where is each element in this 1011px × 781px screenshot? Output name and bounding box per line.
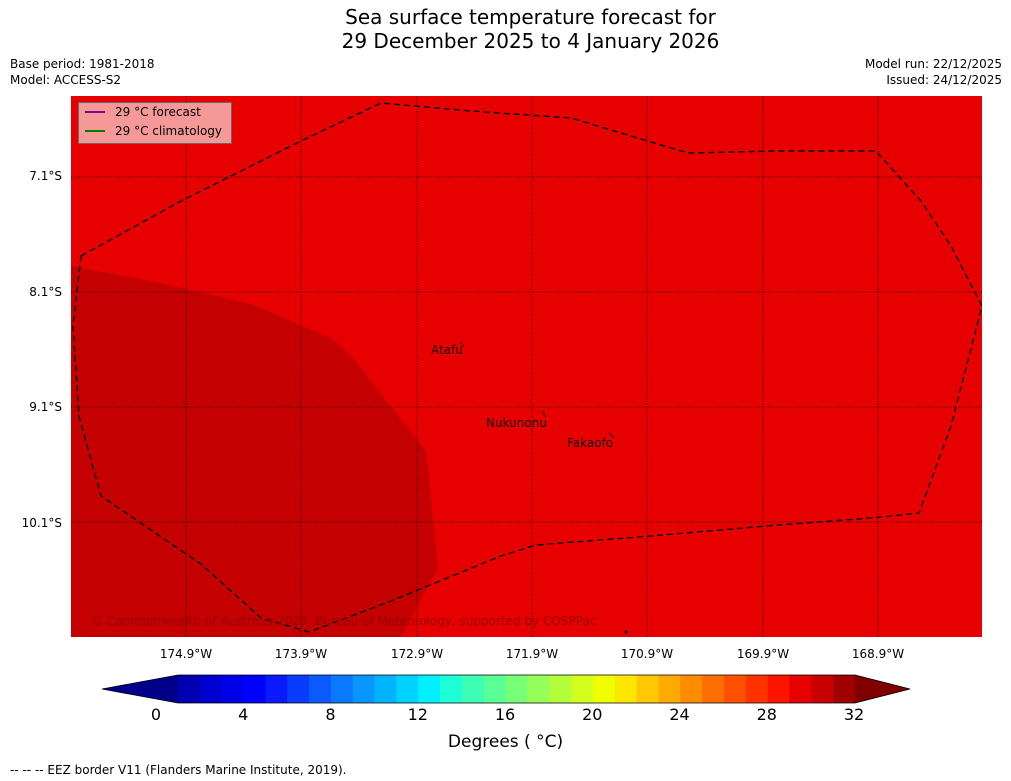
colorbar-segment <box>811 675 834 703</box>
legend-forecast: 29 °C forecast <box>85 104 201 120</box>
place-atafu: Atafu <box>431 343 463 357</box>
forecast-line-swatch <box>85 111 105 113</box>
colorbar-segment <box>745 675 768 703</box>
colorbar-segment <box>614 675 637 703</box>
lat-label-2: 8.1°S <box>29 285 62 299</box>
colorbar-tick: 12 <box>407 705 428 724</box>
colorbar-tick: 24 <box>669 705 690 724</box>
lon-label-1: 174.9°W <box>159 647 213 661</box>
lon-label-4: 171.9°W <box>505 647 559 661</box>
colorbar-tick: 4 <box>238 705 249 724</box>
meta-left: Base period: 1981-2018 Model: ACCESS-S2 <box>10 56 155 88</box>
nukunonu-mark <box>542 410 546 418</box>
lon-label-6: 169.9°W <box>736 647 790 661</box>
map-title: Sea surface temperature forecast for 29 … <box>0 5 1011 53</box>
colorbar-segment <box>592 675 616 703</box>
model-run: Model run: 22/12/2025 <box>864 57 1002 71</box>
issued-date: Issued: 24/12/2025 <box>886 73 1002 87</box>
copyright-notice: © Commonwealth of Australia 2025, Bureau… <box>91 614 597 628</box>
sst-warmer-region <box>71 266 438 637</box>
colorbar-segment <box>243 675 266 703</box>
climatology-line-swatch <box>85 130 105 132</box>
place-fakaofo: Fakaofo <box>567 436 614 450</box>
colorbar-max-extend <box>855 675 910 703</box>
colorbar-tick: 20 <box>582 705 603 724</box>
colorbar-segment <box>178 675 201 703</box>
lon-label-5: 170.9°W <box>620 647 674 661</box>
atafu-mark <box>459 341 465 348</box>
colorbar-segment <box>330 675 354 703</box>
colorbar <box>101 674 911 704</box>
colorbar-segment <box>527 675 550 703</box>
map-panel[interactable]: Atafu Nukunonu Fakaofo © Commonwealth of… <box>71 96 982 637</box>
colorbar-segment <box>702 675 725 703</box>
colorbar-segment <box>571 675 594 703</box>
colorbar-tick: 16 <box>494 705 516 724</box>
colorbar-segment <box>461 675 485 703</box>
colorbar-segment <box>549 675 572 703</box>
lat-label-1: 7.1°S <box>29 169 62 183</box>
colorbar-segment <box>789 675 812 703</box>
lon-label-2: 173.9°W <box>274 647 328 661</box>
colorbar-segment <box>723 675 747 703</box>
colorbar-segment <box>680 675 703 703</box>
lat-label-4: 10.1°S <box>21 516 62 530</box>
lon-label-3: 172.9°W <box>390 647 444 661</box>
colorbar-segment <box>505 675 528 703</box>
island-marks <box>459 341 628 634</box>
base-period: Base period: 1981-2018 <box>10 57 155 71</box>
sst-map <box>71 96 982 637</box>
legend-forecast-label: 29 °C forecast <box>115 105 201 119</box>
meta-right: Model run: 22/12/2025 Issued: 24/12/2025 <box>865 56 1002 88</box>
colorbar-tick: 28 <box>756 705 777 724</box>
colorbar-label: Degrees ( °C) <box>447 732 564 752</box>
colorbar-segment <box>833 675 856 703</box>
colorbar-segment <box>199 675 222 703</box>
colorbar-tick: 8 <box>325 705 336 724</box>
lon-label-7: 168.9°W <box>851 647 905 661</box>
island-dot <box>624 630 628 634</box>
lat-gridlines <box>71 176 982 523</box>
colorbar-min-extend <box>102 675 178 703</box>
colorbar-segment <box>221 675 244 703</box>
fakaofo-mark <box>608 432 615 439</box>
colorbar-segment <box>374 675 397 703</box>
footnote-eez: -- -- -- EEZ border V11 (Flanders Marine… <box>10 763 347 777</box>
colorbar-segment <box>636 675 659 703</box>
place-nukunonu: Nukunonu <box>486 416 547 430</box>
colorbar-outline <box>101 674 911 704</box>
colorbar-segment <box>418 675 441 703</box>
eez-border <box>72 102 982 633</box>
colorbar-segment <box>287 675 310 703</box>
colorbar-segment <box>352 675 375 703</box>
model-name: Model: ACCESS-S2 <box>10 73 122 87</box>
legend-climatology: 29 °C climatology <box>85 123 222 139</box>
colorbar-tick: 0 <box>150 705 162 724</box>
title-line-2: 29 December 2025 to 4 January 2026 <box>341 29 720 53</box>
colorbar-segment <box>658 675 681 703</box>
map-legend: 29 °C forecast 29 °C climatology <box>78 102 232 144</box>
lat-label-3: 9.1°S <box>29 400 62 414</box>
colorbar-segment <box>440 675 463 703</box>
colorbar-segment <box>265 675 288 703</box>
colorbar-segment <box>396 675 419 703</box>
title-line-1: Sea surface temperature forecast for <box>345 5 716 29</box>
colorbar-segment <box>309 675 332 703</box>
legend-climatology-label: 29 °C climatology <box>115 124 223 138</box>
colorbar-segment <box>767 675 790 703</box>
colorbar-segment <box>483 675 506 703</box>
colorbar-tick: 32 <box>843 705 865 724</box>
